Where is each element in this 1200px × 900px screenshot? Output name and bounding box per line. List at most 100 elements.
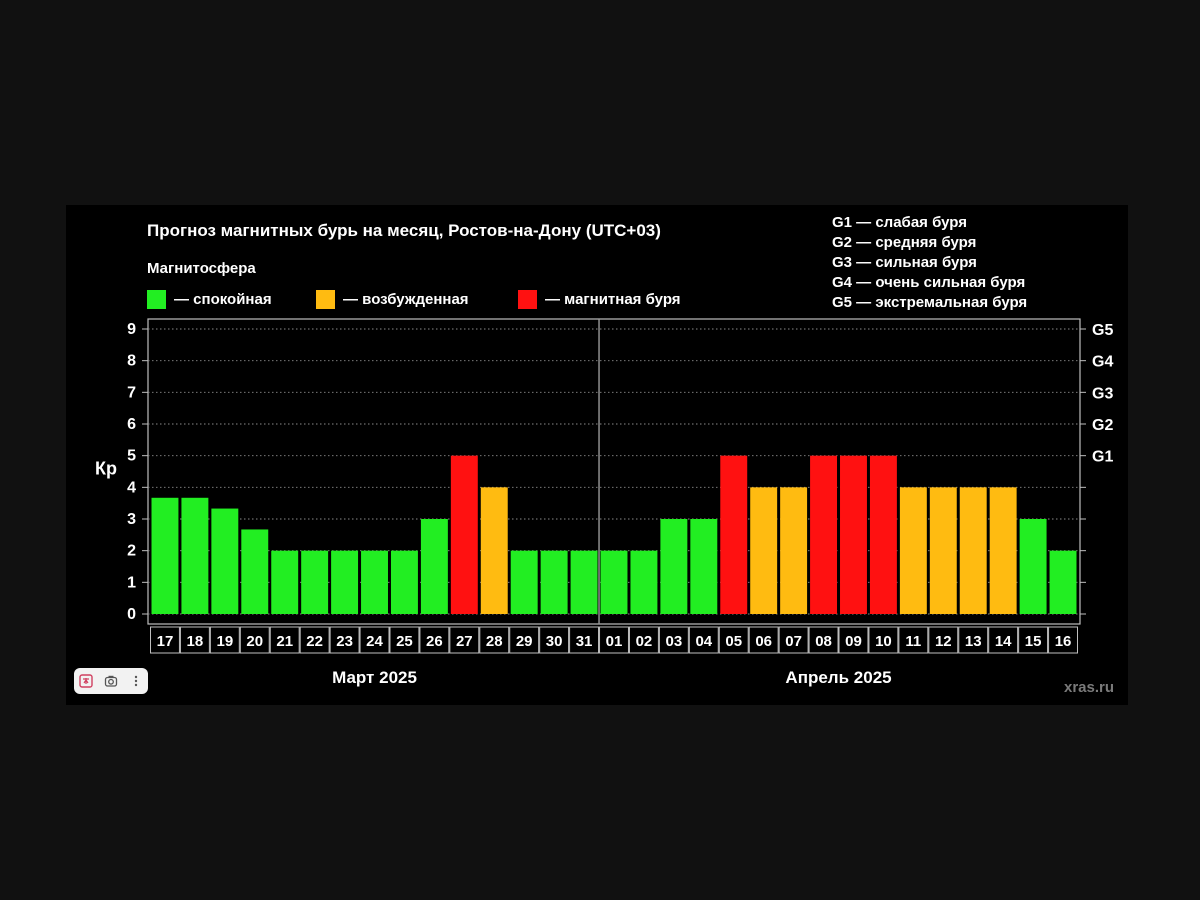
bar-06 — [750, 487, 778, 614]
bar-05 — [720, 455, 748, 614]
translate-icon[interactable] — [76, 671, 96, 691]
month-label-0: Март 2025 — [332, 668, 417, 687]
x-tick-label-24: 24 — [366, 633, 383, 650]
g-scale-label-g4: G4 — [1092, 354, 1113, 371]
date-box-10 — [868, 626, 899, 654]
x-tick-label-04: 04 — [695, 633, 712, 650]
x-tick-label-12: 12 — [935, 633, 952, 650]
x-tick-label-09: 09 — [845, 633, 862, 650]
storm-scale-list: G1 — слабая буря G2 — средняя буря G3 — … — [832, 213, 1027, 313]
x-tick-label-03: 03 — [666, 633, 683, 650]
y-tick-label-3: 3 — [127, 511, 136, 528]
bar-28 — [480, 487, 508, 614]
y-tick-label-7: 7 — [127, 384, 136, 401]
bar-21 — [271, 550, 299, 614]
legend-item-excited: — возбужденная — [316, 289, 469, 309]
x-tick-label-06: 06 — [755, 633, 772, 650]
camera-icon[interactable] — [101, 671, 121, 691]
x-tick-label-14: 14 — [995, 633, 1012, 650]
date-box-16 — [1048, 626, 1078, 654]
date-box-11 — [898, 626, 929, 654]
g-scale-label-g3: G3 — [1092, 385, 1113, 402]
x-tick-label-05: 05 — [725, 633, 742, 650]
y-tick-label-8: 8 — [127, 353, 136, 370]
bar-12 — [929, 487, 957, 614]
date-box-07 — [778, 626, 809, 654]
bar-13 — [959, 487, 987, 614]
bar-18 — [181, 497, 209, 614]
bar-09 — [840, 455, 867, 614]
x-tick-label-28: 28 — [486, 633, 503, 650]
bar-16 — [1049, 550, 1077, 614]
date-box-24 — [359, 626, 390, 654]
plot-frame — [147, 318, 1081, 625]
bar-30 — [540, 550, 568, 614]
bar-22 — [301, 550, 329, 614]
x-tick-label-23: 23 — [336, 633, 353, 650]
source-label: xras.ru — [1064, 679, 1115, 696]
bar-01 — [600, 550, 628, 614]
date-box-05 — [718, 626, 749, 654]
date-box-09 — [838, 626, 869, 654]
date-box-06 — [748, 626, 779, 654]
bar-03 — [660, 519, 688, 614]
y-tick-label-2: 2 — [127, 543, 136, 560]
bar-23 — [331, 550, 359, 614]
scale-g1: G1 — слабая буря — [832, 214, 968, 231]
date-box-14 — [988, 626, 1019, 654]
bar-15 — [1019, 519, 1047, 614]
date-box-12 — [928, 626, 959, 654]
g-scale-label-g5: G5 — [1092, 322, 1113, 339]
date-box-25 — [389, 626, 420, 654]
bar-26 — [420, 519, 448, 614]
image-toolbar — [74, 668, 148, 694]
legend-swatch-storm — [518, 289, 537, 309]
bar-19 — [211, 508, 239, 614]
y-tick-label-5: 5 — [127, 448, 136, 465]
date-box-28 — [479, 626, 510, 654]
bar-20 — [241, 529, 269, 614]
more-vertical-icon[interactable] — [126, 671, 146, 691]
date-box-15 — [1018, 626, 1049, 654]
date-box-26 — [419, 626, 450, 654]
date-box-08 — [808, 626, 839, 654]
scale-g4: G4 — очень сильная буря — [832, 274, 1026, 291]
x-tick-label-21: 21 — [276, 633, 293, 650]
date-box-04 — [688, 626, 719, 654]
bar-27 — [450, 455, 478, 614]
bar-17 — [151, 497, 179, 614]
y-axis-label: Кр — [95, 458, 117, 478]
y-tick-label-1: 1 — [127, 574, 136, 591]
y-tick-label-6: 6 — [127, 416, 136, 433]
x-tick-label-13: 13 — [965, 633, 982, 650]
month-label-1: Апрель 2025 — [785, 668, 891, 687]
bar-04 — [690, 519, 718, 614]
date-box-23 — [329, 626, 360, 654]
bar-25 — [390, 550, 418, 614]
x-tick-label-31: 31 — [576, 633, 593, 650]
x-tick-label-19: 19 — [216, 633, 233, 650]
bar-08 — [810, 455, 838, 614]
legend-item-storm: — магнитная буря — [518, 289, 681, 309]
date-box-29 — [509, 626, 540, 654]
date-box-21 — [269, 626, 300, 654]
x-tick-label-27: 27 — [456, 633, 473, 650]
date-box-13 — [958, 626, 989, 654]
x-tick-label-18: 18 — [187, 633, 204, 650]
x-tick-label-30: 30 — [546, 633, 563, 650]
x-tick-label-08: 08 — [815, 633, 832, 650]
legend-heading: Магнитосфера — [147, 260, 256, 277]
scale-g3: G3 — сильная буря — [832, 254, 977, 271]
x-tick-label-16: 16 — [1055, 633, 1072, 650]
date-box-02 — [628, 626, 659, 654]
bar-24 — [361, 550, 388, 614]
bar-10 — [869, 455, 897, 614]
date-box-27 — [449, 626, 480, 654]
bar-07 — [780, 487, 808, 614]
scale-g2: G2 — средняя буря — [832, 234, 977, 251]
chart-panel: Прогноз магнитных бурь на месяц, Ростов-… — [66, 205, 1128, 705]
chart-title: Прогноз магнитных бурь на месяц, Ростов-… — [147, 221, 661, 240]
x-tick-label-20: 20 — [246, 633, 263, 650]
bar-31 — [570, 550, 598, 614]
